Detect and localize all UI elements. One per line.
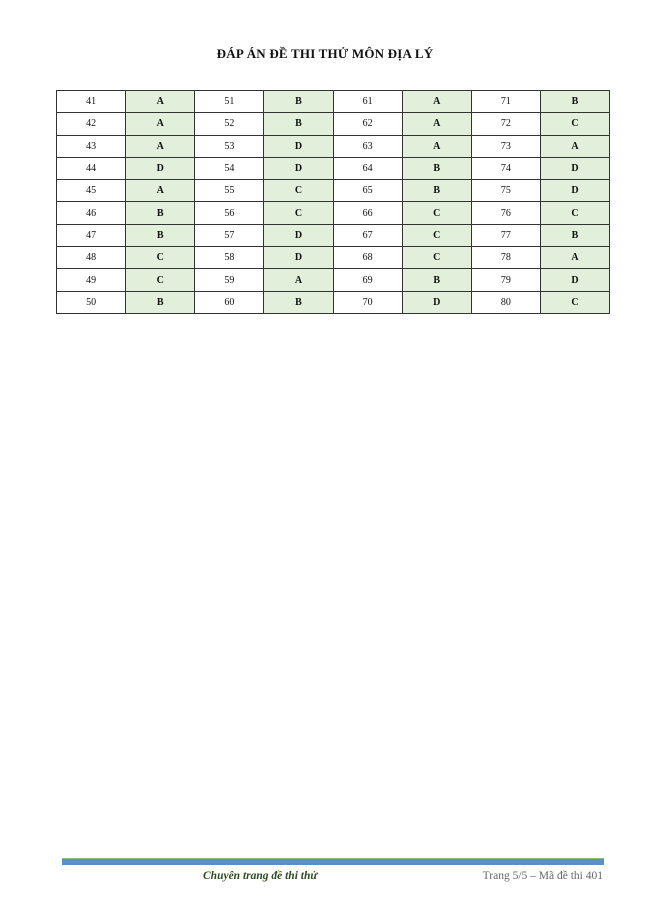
answer-key: C [401, 201, 472, 225]
question-number: 64 [332, 156, 403, 181]
answer-key: A [125, 134, 196, 158]
footer-site-name: Chuyên trang đề thi thử [203, 870, 318, 882]
question-number: 80 [470, 290, 541, 314]
answer-key: D [539, 156, 611, 181]
table-row: 45 A 55 C 65 B 75 D [55, 179, 611, 203]
question-number: 53 [194, 134, 265, 158]
answer-key: A [263, 268, 334, 292]
answer-key: B [125, 290, 196, 314]
question-number: 56 [194, 201, 265, 225]
question-number: 73 [470, 134, 541, 158]
answer-key: D [539, 179, 611, 203]
table-row: 46 B 56 C 66 C 76 C [55, 201, 611, 225]
question-number: 44 [55, 156, 127, 181]
answer-key: D [263, 223, 334, 248]
answer-key: B [401, 156, 472, 181]
question-number: 57 [194, 223, 265, 248]
answer-key: C [125, 246, 196, 270]
answer-key: C [263, 179, 334, 203]
table-row: 49 C 59 A 69 B 79 D [55, 268, 611, 292]
answer-key: A [401, 134, 472, 158]
answer-key: B [401, 179, 472, 203]
question-number: 76 [470, 201, 541, 225]
answer-key: C [263, 201, 334, 225]
footer-divider [62, 858, 604, 865]
answer-key: C [401, 223, 472, 248]
answer-table: 41 A 51 B 61 A 71 B 42 A 52 B 62 A 72 C 43 A 53 D 63 A 73 A 44 D 5… [55, 89, 611, 314]
answer-key: A [125, 112, 196, 136]
question-number: 67 [332, 223, 403, 248]
answer-key: C [539, 201, 611, 225]
answer-key: A [539, 246, 611, 270]
question-number: 55 [194, 179, 265, 203]
question-number: 68 [332, 246, 403, 270]
question-number: 62 [332, 112, 403, 136]
question-number: 59 [194, 268, 265, 292]
answer-key: C [539, 112, 611, 136]
question-number: 61 [332, 89, 403, 114]
question-number: 48 [55, 246, 127, 270]
question-number: 72 [470, 112, 541, 136]
answer-key: B [401, 268, 472, 292]
question-number: 46 [55, 201, 127, 225]
question-number: 58 [194, 246, 265, 270]
answer-key: D [125, 156, 196, 181]
answer-key: D [263, 156, 334, 181]
table-row: 41 A 51 B 61 A 71 B [55, 89, 611, 114]
table-row: 50 B 60 B 70 D 80 C [55, 290, 611, 314]
footer-page-info: Trang 5/5 – Mã đề thi 401 [482, 870, 603, 882]
answer-key: B [539, 223, 611, 248]
question-number: 41 [55, 89, 127, 114]
question-number: 42 [55, 112, 127, 136]
answer-key: D [263, 246, 334, 270]
question-number: 70 [332, 290, 403, 314]
question-number: 63 [332, 134, 403, 158]
question-number: 78 [470, 246, 541, 270]
answer-key: C [125, 268, 196, 292]
answer-key: B [125, 201, 196, 225]
table-row: 42 A 52 B 62 A 72 C [55, 112, 611, 136]
answer-key: A [401, 112, 472, 136]
answer-key: B [539, 89, 611, 114]
answer-key: B [263, 112, 334, 136]
answer-key: D [263, 134, 334, 158]
table-row: 47 B 57 D 67 C 77 B [55, 223, 611, 248]
question-number: 51 [194, 89, 265, 114]
question-number: 65 [332, 179, 403, 203]
table-row: 43 A 53 D 63 A 73 A [55, 134, 611, 158]
answer-key: A [539, 134, 611, 158]
question-number: 54 [194, 156, 265, 181]
question-number: 47 [55, 223, 127, 248]
question-number: 43 [55, 134, 127, 158]
answer-key: B [263, 290, 334, 314]
question-number: 52 [194, 112, 265, 136]
answer-key: A [401, 89, 472, 114]
question-number: 60 [194, 290, 265, 314]
answer-key: C [401, 246, 472, 270]
question-number: 45 [55, 179, 127, 203]
answer-key: C [539, 290, 611, 314]
question-number: 66 [332, 201, 403, 225]
answer-key: A [125, 179, 196, 203]
question-number: 69 [332, 268, 403, 292]
question-number: 75 [470, 179, 541, 203]
question-number: 79 [470, 268, 541, 292]
question-number: 50 [55, 290, 127, 314]
answer-key: D [539, 268, 611, 292]
question-number: 71 [470, 89, 541, 114]
answer-key: A [125, 89, 196, 114]
question-number: 74 [470, 156, 541, 181]
answer-key: D [401, 290, 472, 314]
page-title: ĐÁP ÁN ĐỀ THI THỬ MÔN ĐỊA LÝ [216, 46, 434, 61]
answer-key: B [125, 223, 196, 248]
answer-key: B [263, 89, 334, 114]
question-number: 49 [55, 268, 127, 292]
question-number: 77 [470, 223, 541, 248]
table-row: 48 C 58 D 68 C 78 A [55, 246, 611, 270]
table-row: 44 D 54 D 64 B 74 D [55, 156, 611, 181]
